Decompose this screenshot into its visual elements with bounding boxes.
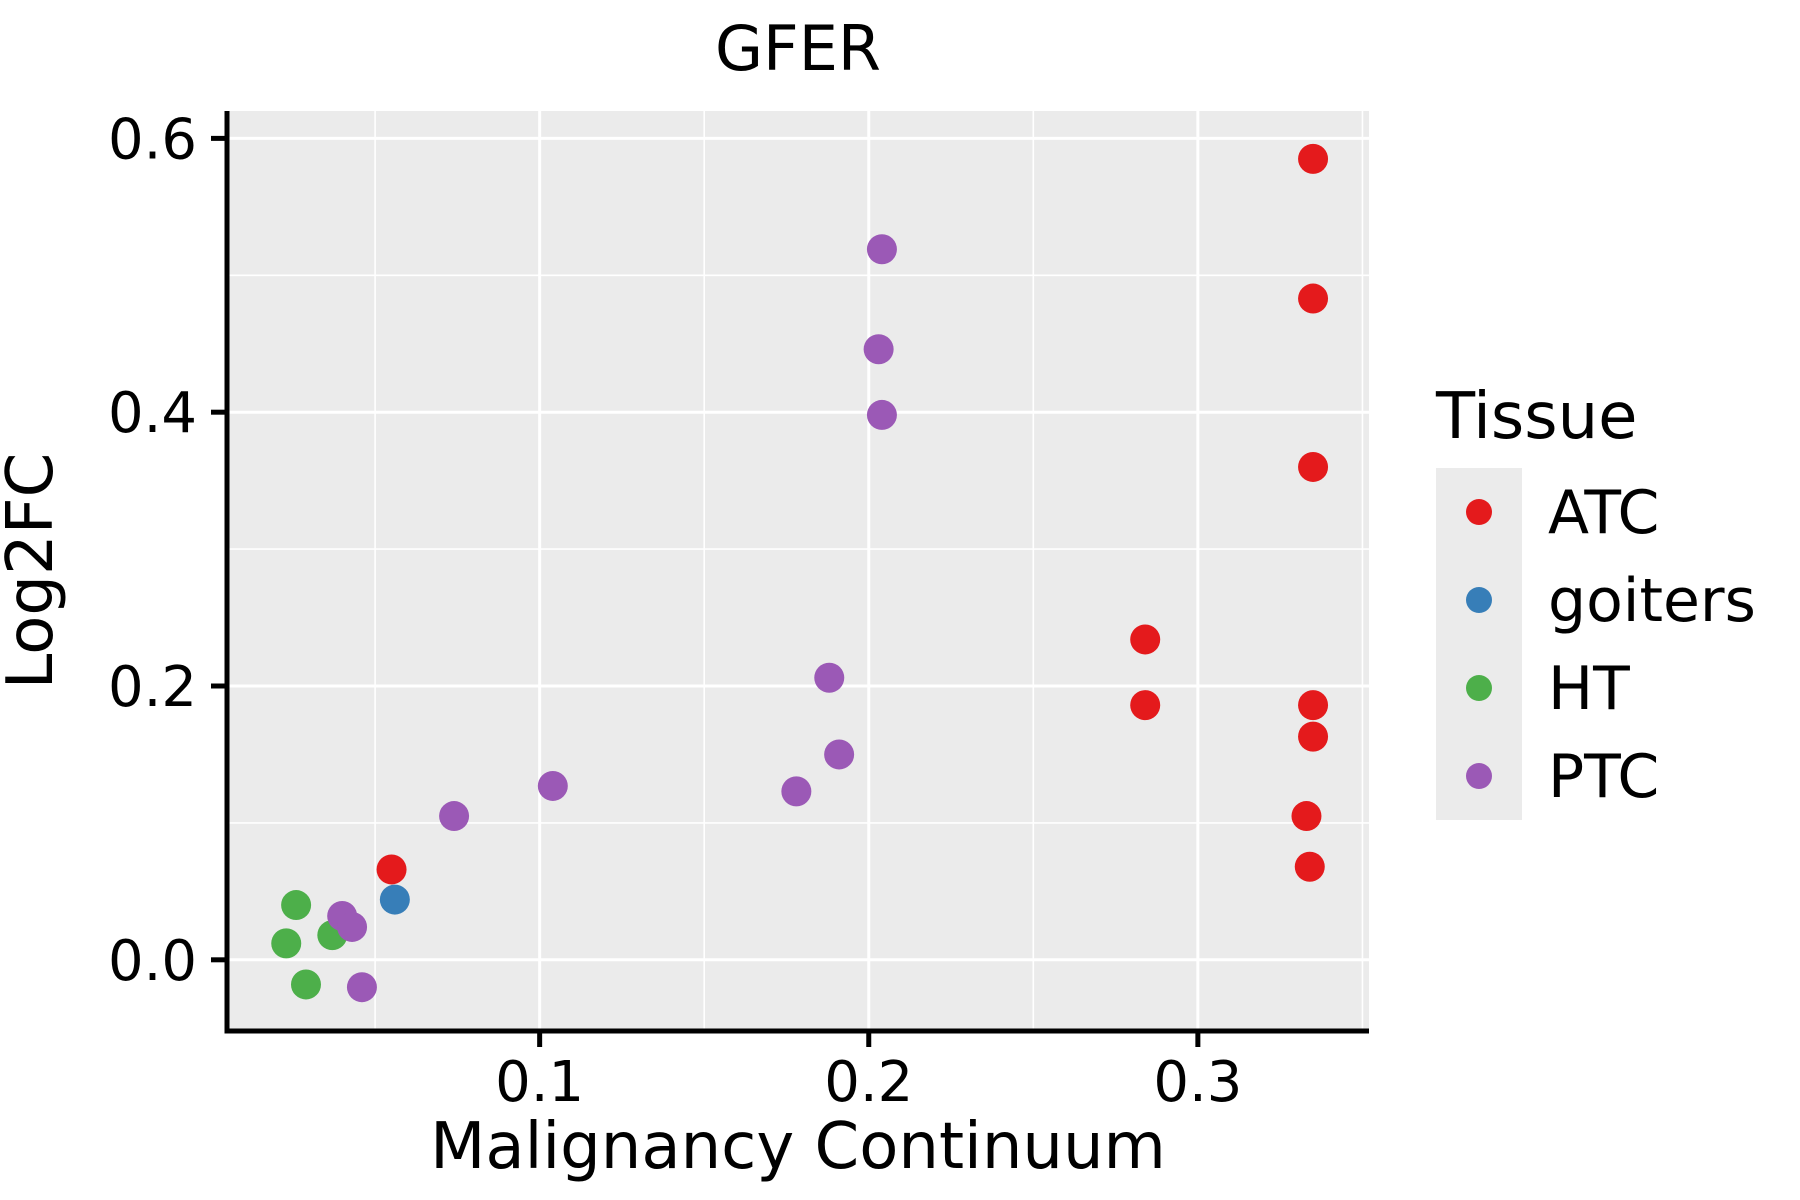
- data-point-ptc: [781, 776, 812, 807]
- data-point-ptc: [866, 234, 897, 265]
- data-point-ptc: [814, 662, 845, 693]
- data-point-atc: [1298, 451, 1329, 482]
- data-point-ptc: [337, 911, 368, 942]
- data-point-atc: [1130, 624, 1161, 655]
- y-axis-label: Log2FC: [0, 453, 68, 690]
- y-tick-label: 0.0: [108, 929, 197, 994]
- y-tick-label: 0.6: [108, 107, 197, 172]
- legend-title: Tissue: [1435, 380, 1638, 454]
- legend-key-dot: [1466, 499, 1492, 525]
- data-point-atc: [1298, 283, 1329, 314]
- legend-key-dot: [1466, 675, 1492, 701]
- legend-item-atc: ATC: [1436, 468, 1659, 556]
- chart-title: GFER: [715, 12, 881, 85]
- x-tick-label: 0.3: [1153, 1050, 1242, 1115]
- legend-items: ATC goiters HT PTC: [1436, 468, 1756, 820]
- legend-item-label: ATC: [1548, 478, 1659, 548]
- data-point-ptc: [346, 972, 377, 1003]
- data-point-atc: [1298, 721, 1329, 752]
- data-point-atc: [1298, 690, 1329, 721]
- y-tick-label: 0.2: [108, 655, 197, 720]
- data-point-atc: [1294, 851, 1325, 882]
- data-point-ptc: [439, 801, 470, 832]
- panel-background: [227, 111, 1369, 1031]
- legend-key-dot: [1466, 763, 1492, 789]
- data-point-ptc: [866, 399, 897, 430]
- x-axis-label: Malignancy Continuum: [430, 1110, 1166, 1184]
- data-point-ht: [290, 969, 321, 1000]
- legend-item-goiters: goiters: [1436, 556, 1756, 644]
- axes: [211, 111, 1369, 1047]
- gridlines-major: [227, 111, 1369, 1031]
- x-tick-label: 0.2: [824, 1050, 913, 1115]
- legend-key-dot: [1466, 587, 1492, 613]
- x-tick-label: 0.1: [495, 1050, 584, 1115]
- data-point-atc: [1130, 690, 1161, 721]
- data-point-ptc: [863, 334, 894, 365]
- legend: Tissue ATC goiters HT PTC: [1435, 380, 1756, 820]
- data-point-atc: [376, 854, 407, 885]
- legend-item-ptc: PTC: [1436, 732, 1659, 820]
- data-point-ht: [271, 928, 302, 959]
- data-point-atc: [1298, 143, 1329, 174]
- y-tick-label: 0.4: [108, 381, 197, 446]
- y-tick-labels: 0.0 0.2 0.4 0.6: [108, 107, 197, 993]
- data-point-goiters: [379, 884, 410, 915]
- data-points: [271, 143, 1329, 1003]
- x-tick-labels: 0.1 0.2 0.3: [495, 1050, 1242, 1115]
- plot-panel: [227, 111, 1369, 1031]
- data-point-ptc: [824, 739, 855, 770]
- legend-item-label: PTC: [1548, 742, 1659, 812]
- gridlines-minor: [227, 111, 1369, 1031]
- data-point-atc: [1291, 801, 1322, 832]
- legend-item-label: goiters: [1548, 566, 1756, 636]
- data-point-ht: [281, 890, 312, 921]
- data-point-ptc: [537, 770, 568, 801]
- legend-item-ht: HT: [1436, 644, 1630, 732]
- legend-item-label: HT: [1548, 654, 1630, 724]
